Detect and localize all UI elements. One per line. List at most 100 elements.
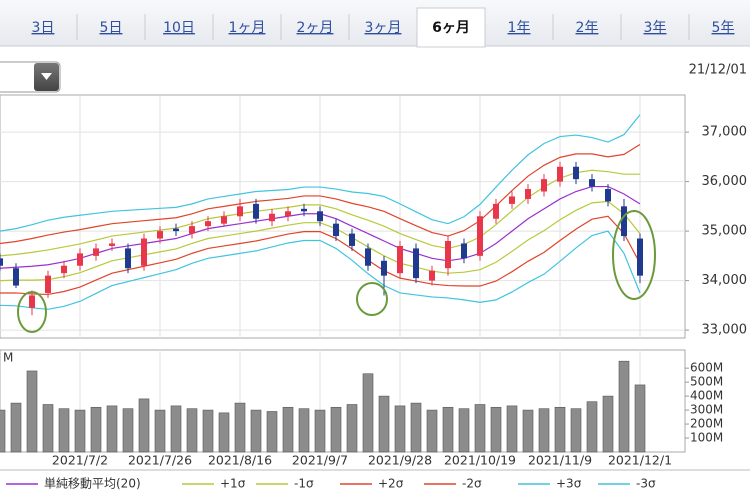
tab[interactable]: 2ヶ月 (297, 20, 334, 36)
candle-body (349, 233, 355, 246)
candle-body (285, 211, 291, 217)
x-tick-label: 2021/8/16 (208, 453, 272, 468)
candle-body (0, 258, 3, 266)
volume-bar (122, 408, 134, 453)
volume-bar (426, 409, 438, 453)
candle-body (621, 206, 627, 237)
volume-bar (362, 373, 374, 453)
candle-body (541, 179, 547, 192)
tab[interactable]: 3ヶ月 (365, 20, 402, 36)
volume-tick-label: 300M (690, 403, 723, 417)
candle-body (477, 216, 483, 256)
volume-bar (378, 395, 390, 453)
date-label: 21/12/01 (689, 63, 747, 78)
volume-bar (346, 404, 358, 453)
candle-body (173, 228, 179, 232)
x-tick-label: 2021/7/2 (52, 453, 108, 468)
candle-body (557, 166, 563, 182)
volume-bar (282, 406, 294, 453)
volume-tick-label: 400M (690, 389, 723, 403)
y-tick-label: 33,000 (702, 323, 748, 338)
annotation-circle (612, 210, 656, 300)
price-panel (0, 94, 686, 339)
candle-body (13, 268, 19, 286)
volume-bar (618, 360, 630, 453)
volume-bar (330, 406, 342, 453)
annotation-circle (17, 291, 47, 333)
x-tick-label: 2021/10/19 (444, 453, 516, 468)
candle-body (365, 248, 371, 266)
band-line (0, 143, 641, 245)
band-line (0, 215, 641, 296)
volume-bar (410, 402, 422, 453)
candle-body (525, 189, 531, 199)
volume-bar (314, 409, 326, 453)
tab[interactable]: 5日 (100, 20, 123, 36)
volume-bar (42, 404, 54, 453)
candle-body (189, 226, 195, 234)
candle-body (509, 196, 515, 204)
candle-body (269, 213, 275, 222)
volume-bar (506, 405, 518, 453)
candle-body (45, 275, 51, 293)
candle-body (157, 231, 163, 239)
dropdown-arrow (41, 73, 52, 80)
volume-bar (58, 408, 70, 453)
volume-bar (74, 409, 86, 453)
volume-bar (90, 406, 102, 453)
tab[interactable]: 5年 (712, 20, 735, 36)
tab[interactable]: 6ヶ月 (432, 20, 470, 36)
volume-bar (234, 402, 246, 453)
candle-body (413, 248, 419, 279)
volume-bar (26, 370, 38, 453)
tab-bar (0, 0, 750, 46)
volume-bar (490, 406, 502, 453)
x-tick-label: 2021/7/26 (128, 453, 192, 468)
tab[interactable]: 1ヶ月 (229, 20, 266, 36)
x-tick-label: 2021/11/9 (528, 453, 592, 468)
tab[interactable]: 10日 (163, 20, 195, 36)
band-line (0, 114, 641, 232)
candle-body (317, 211, 323, 222)
legend-label: +2σ (378, 477, 404, 491)
volume-bar (570, 408, 582, 453)
volume-bar (218, 412, 230, 453)
tab[interactable]: 3年 (644, 20, 667, 36)
band-line (0, 230, 641, 310)
legend-label: +1σ (220, 477, 246, 491)
volume-tick-label: 200M (690, 417, 723, 431)
candle-body (29, 295, 35, 308)
annotation-circle (356, 282, 388, 316)
candle-body (397, 245, 403, 274)
y-tick-label: 37,000 (702, 125, 748, 140)
candle-body (637, 238, 643, 276)
volume-bar (10, 402, 22, 453)
volume-bar (442, 406, 454, 453)
volume-bar (474, 404, 486, 453)
volume-bar (266, 411, 278, 453)
candle-body (237, 206, 243, 217)
tab[interactable]: 2年 (576, 20, 599, 36)
volume-bar (458, 408, 470, 453)
candle-body (141, 238, 147, 266)
band-line (0, 169, 640, 257)
tab-selected-bg (416, 7, 486, 48)
volume-bar (298, 408, 310, 453)
volume-unit-label: M (3, 351, 13, 365)
candle-body (77, 253, 83, 266)
candle-body (429, 270, 435, 281)
volume-bar (634, 384, 646, 453)
volume-tick-label: 600M (690, 361, 723, 375)
volume-bar (554, 406, 566, 453)
volume-bar (0, 409, 6, 453)
tab[interactable]: 1年 (508, 20, 531, 36)
candle-body (61, 265, 67, 274)
legend-label: -3σ (636, 477, 656, 491)
volume-bar (250, 409, 262, 453)
y-tick-label: 35,000 (702, 224, 748, 239)
volume-panel (0, 349, 686, 453)
volume-bar (138, 398, 150, 453)
x-tick-label: 2021/9/28 (368, 453, 432, 468)
tab[interactable]: 3日 (32, 20, 55, 36)
legend-label: -1σ (294, 477, 314, 491)
